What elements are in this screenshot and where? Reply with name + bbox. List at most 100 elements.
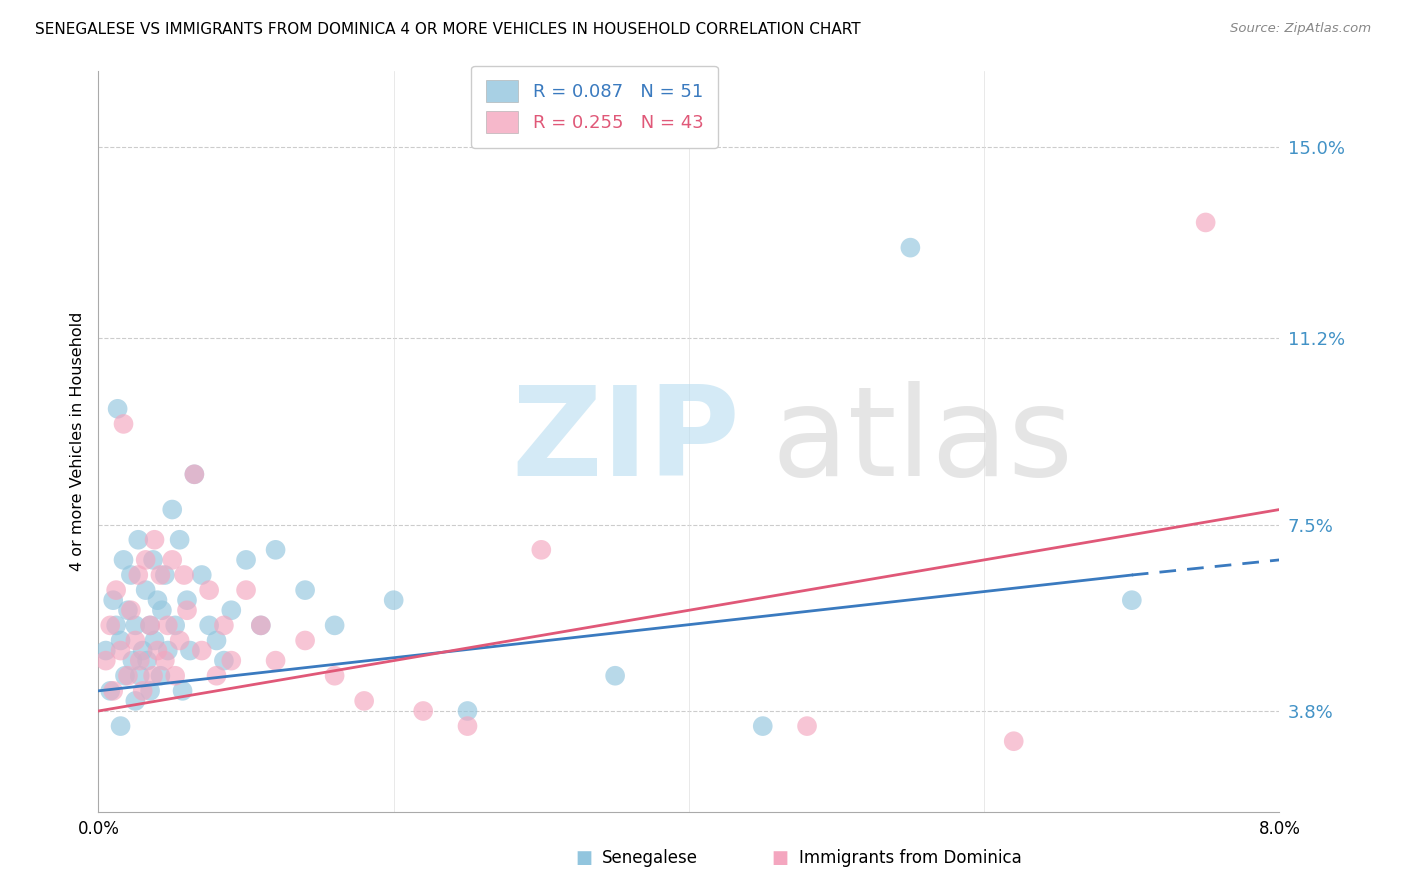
Point xyxy=(120,568,142,582)
Point xyxy=(457,719,479,733)
Point xyxy=(143,633,166,648)
Point xyxy=(124,633,146,648)
Point xyxy=(165,669,187,683)
Point xyxy=(176,603,198,617)
Point xyxy=(1195,215,1218,229)
Point xyxy=(128,669,150,683)
Point xyxy=(142,553,165,567)
Point xyxy=(98,683,121,698)
Point xyxy=(124,694,146,708)
Point xyxy=(146,593,169,607)
Point xyxy=(132,643,155,657)
Point xyxy=(128,654,150,668)
Point xyxy=(114,669,136,683)
Point xyxy=(264,542,287,557)
Point xyxy=(153,568,176,582)
Point xyxy=(103,593,125,607)
Text: Senegalese: Senegalese xyxy=(602,849,697,867)
Point xyxy=(212,618,235,632)
Point xyxy=(162,553,183,567)
Point xyxy=(139,618,162,632)
Point xyxy=(110,719,132,733)
Point xyxy=(110,633,132,648)
Point xyxy=(205,669,228,683)
Point xyxy=(110,643,132,657)
Point xyxy=(94,654,117,668)
Point xyxy=(235,583,257,598)
Point xyxy=(191,643,214,657)
Point xyxy=(107,401,129,416)
Point xyxy=(1002,734,1025,748)
Point xyxy=(94,643,117,657)
Point xyxy=(173,568,195,582)
Point xyxy=(179,643,201,657)
Point xyxy=(457,704,479,718)
Point xyxy=(135,583,157,598)
Point xyxy=(176,593,198,607)
Point xyxy=(150,603,173,617)
Point xyxy=(1121,593,1143,607)
Point xyxy=(294,633,316,648)
Point xyxy=(127,568,149,582)
Point xyxy=(143,533,166,547)
Point xyxy=(105,618,128,632)
Text: ■: ■ xyxy=(575,849,592,867)
Point xyxy=(250,618,273,632)
Text: Immigrants from Dominica: Immigrants from Dominica xyxy=(799,849,1021,867)
Point xyxy=(221,654,243,668)
Y-axis label: 4 or more Vehicles in Household: 4 or more Vehicles in Household xyxy=(69,312,84,571)
Point xyxy=(132,683,155,698)
Point xyxy=(382,593,405,607)
Point xyxy=(205,633,228,648)
Point xyxy=(136,654,159,668)
Point xyxy=(103,683,125,698)
Text: ■: ■ xyxy=(772,849,789,867)
Point xyxy=(198,618,221,632)
Point xyxy=(146,643,169,657)
Text: SENEGALESE VS IMMIGRANTS FROM DOMINICA 4 OR MORE VEHICLES IN HOUSEHOLD CORRELATI: SENEGALESE VS IMMIGRANTS FROM DOMINICA 4… xyxy=(35,22,860,37)
Point xyxy=(191,568,214,582)
Point xyxy=(323,669,346,683)
Point xyxy=(183,467,205,482)
Point xyxy=(412,704,434,718)
Point xyxy=(112,417,135,431)
Point xyxy=(149,568,172,582)
Point xyxy=(124,618,146,632)
Point xyxy=(169,533,191,547)
Point xyxy=(198,583,221,598)
Point xyxy=(235,553,257,567)
Point xyxy=(530,542,553,557)
Point xyxy=(250,618,273,632)
Point xyxy=(752,719,775,733)
Point xyxy=(796,719,818,733)
Point xyxy=(98,618,121,632)
Point xyxy=(183,467,205,482)
Point xyxy=(105,583,128,598)
Point xyxy=(156,618,179,632)
Point xyxy=(156,643,179,657)
Point xyxy=(212,654,235,668)
Point xyxy=(221,603,243,617)
Point xyxy=(323,618,346,632)
Text: Source: ZipAtlas.com: Source: ZipAtlas.com xyxy=(1230,22,1371,36)
Point xyxy=(149,669,172,683)
Point xyxy=(117,669,139,683)
Point xyxy=(120,603,142,617)
Point xyxy=(605,669,627,683)
Point xyxy=(264,654,287,668)
Point xyxy=(165,618,187,632)
Point xyxy=(142,669,165,683)
Point xyxy=(139,618,162,632)
Point xyxy=(121,654,143,668)
Point xyxy=(162,502,183,516)
Point xyxy=(153,654,176,668)
Point xyxy=(127,533,149,547)
Text: ZIP: ZIP xyxy=(512,381,741,502)
Point xyxy=(353,694,375,708)
Point xyxy=(117,603,139,617)
Point xyxy=(172,683,194,698)
Text: atlas: atlas xyxy=(772,381,1074,502)
Point xyxy=(135,553,157,567)
Point xyxy=(169,633,191,648)
Point xyxy=(112,553,135,567)
